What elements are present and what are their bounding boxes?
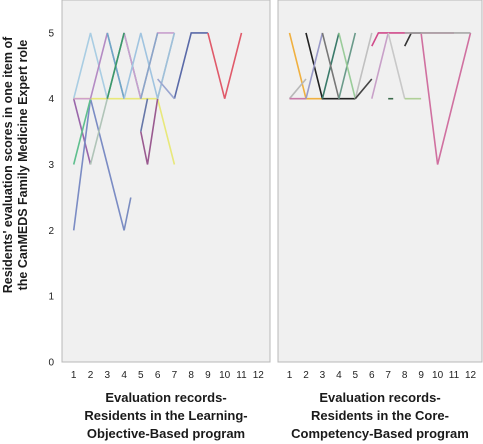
x-axis-title-line-1: Evaluation records-	[105, 390, 226, 405]
series-line-20	[156, 78, 176, 100]
y-tick-label: 4	[48, 94, 54, 105]
y-axis-title-line-1: Residents' evaluation scores in one item…	[1, 36, 15, 293]
series-line-7	[321, 32, 340, 99]
x-tick-label: 7	[385, 370, 391, 381]
x-axis-title-line-3: Objective-Based program	[87, 426, 245, 441]
x-tick-label: 12	[465, 370, 477, 381]
x-tick-label: 10	[219, 370, 231, 381]
x-tick-label: 12	[253, 370, 265, 381]
plot-area	[277, 0, 483, 363]
series-line-17	[140, 32, 159, 99]
x-tick-label: 8	[402, 370, 408, 381]
series-layer	[288, 32, 472, 165]
y-tick-labels: 0 1 2 3 4 5	[48, 28, 54, 368]
x-tick-label: 2	[303, 370, 309, 381]
x-tick-labels: 1 2 3 4 5 6 7 8 9 10 11 12	[71, 370, 264, 381]
series-line-18	[173, 32, 208, 99]
x-axis-title: Evaluation records- Residents in the Lea…	[84, 390, 247, 441]
series-line-10	[354, 32, 373, 99]
x-tick-label: 10	[432, 370, 444, 381]
x-axis-title-line-3: Competency-Based program	[291, 426, 469, 441]
x-tick-label: 8	[188, 370, 194, 381]
x-tick-label: 4	[121, 370, 127, 381]
x-axis-title-line-2: Residents in the Core-	[311, 408, 449, 423]
series-line-9	[338, 32, 357, 99]
y-axis-title: Residents' evaluation scores in one item…	[1, 36, 30, 293]
x-tick-label: 3	[320, 370, 326, 381]
y-tick-label: 2	[48, 226, 54, 237]
y-tick-label: 3	[48, 160, 54, 171]
series-line-12	[371, 32, 389, 99]
x-tick-label: 11	[236, 370, 247, 381]
series-line-15	[140, 98, 159, 165]
series-line-19	[156, 32, 176, 99]
x-tick-label: 1	[71, 370, 77, 381]
x-tick-label: 7	[172, 370, 178, 381]
series-line-8	[89, 98, 109, 165]
x-tick-label: 4	[336, 370, 342, 381]
y-tick-label: 1	[48, 292, 54, 303]
x-axis-title-line-1: Evaluation records-	[319, 390, 440, 405]
x-tick-label: 5	[138, 370, 144, 381]
series-line-14	[140, 98, 149, 132]
x-tick-label: 6	[155, 370, 161, 381]
x-tick-labels: 1 2 3 4 5 6 7 8 9 10 11 12	[287, 370, 477, 381]
series-line-5	[305, 32, 324, 99]
x-tick-label: 9	[418, 370, 424, 381]
x-axis-title: Evaluation records- Residents in the Cor…	[291, 390, 469, 441]
x-tick-label: 3	[105, 370, 111, 381]
y-axis-title-line-2: the CanMEDS Family Medicine Expert role	[16, 40, 30, 291]
series-line-4	[72, 98, 92, 165]
series-line-2	[288, 78, 307, 100]
x-tick-label: 1	[287, 370, 293, 381]
x-tick-label: 9	[205, 370, 211, 381]
series-line-13	[106, 32, 125, 99]
series-line-12	[123, 197, 132, 231]
x-axis-title-line-2: Residents in the Learning-	[84, 408, 247, 423]
series-line-21	[207, 32, 243, 99]
series-line-15	[387, 32, 406, 99]
panel-core-competency: 1 2 3 4 5 6 7 8 9 10 11 12 Evaluation records- Resi…	[277, 0, 483, 441]
y-tick-label: 5	[48, 28, 54, 39]
x-tick-label: 2	[88, 370, 94, 381]
x-tick-label: 6	[369, 370, 375, 381]
y-tick-label: 0	[48, 358, 54, 369]
series-layer	[72, 32, 243, 231]
series-line-11	[354, 78, 373, 100]
x-tick-label: 11	[449, 370, 460, 381]
series-line-1	[72, 32, 109, 99]
series-line-18	[420, 32, 472, 165]
plot-area	[61, 0, 271, 363]
x-tick-label: 5	[353, 370, 359, 381]
